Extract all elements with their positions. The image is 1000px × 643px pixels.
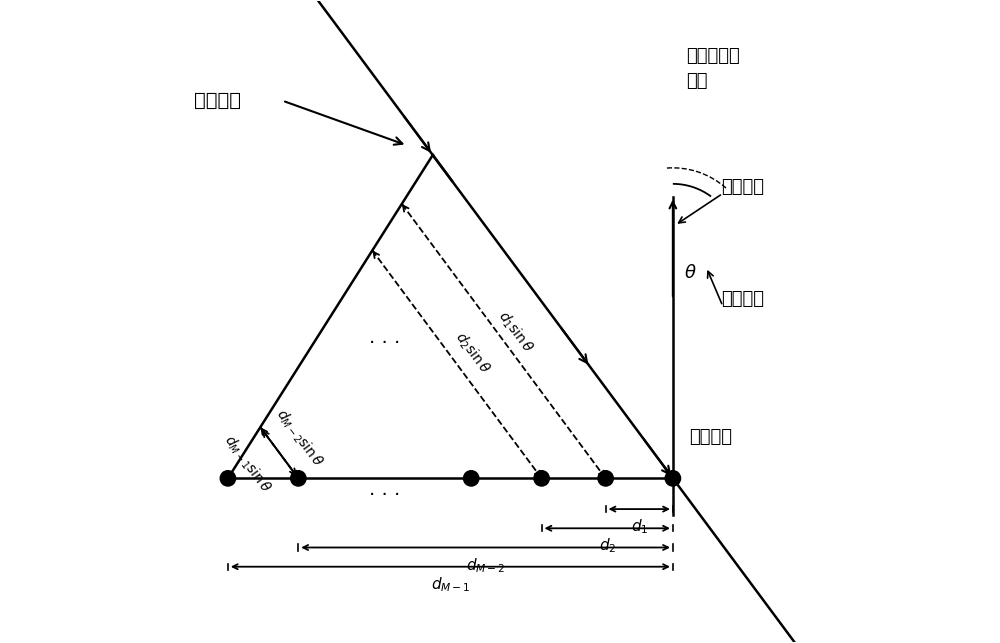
Text: . . .: . . . bbox=[369, 480, 400, 500]
Circle shape bbox=[534, 471, 549, 486]
Text: $d_{M-2}$: $d_{M-2}$ bbox=[466, 556, 505, 575]
Text: $d_1\sin\theta$: $d_1\sin\theta$ bbox=[494, 308, 537, 357]
Text: $d_{M-2}\sin\theta$: $d_{M-2}\sin\theta$ bbox=[272, 406, 326, 471]
Circle shape bbox=[665, 471, 681, 486]
Circle shape bbox=[598, 471, 613, 486]
Text: $d_{M-1}$: $d_{M-1}$ bbox=[431, 575, 470, 593]
Text: $d_2$: $d_2$ bbox=[599, 537, 616, 556]
Text: 入射角度: 入射角度 bbox=[721, 290, 764, 308]
Circle shape bbox=[291, 471, 306, 486]
Text: $d_1$: $d_1$ bbox=[631, 518, 648, 536]
Text: 阵列法线: 阵列法线 bbox=[721, 178, 764, 196]
Text: $d_2\sin\theta$: $d_2\sin\theta$ bbox=[451, 329, 494, 377]
Text: 号源: 号源 bbox=[686, 73, 707, 91]
Text: $d_{M-1}\sin\theta$: $d_{M-1}\sin\theta$ bbox=[220, 431, 275, 496]
Text: 窄带远场信: 窄带远场信 bbox=[686, 47, 739, 65]
Text: . . .: . . . bbox=[369, 328, 400, 347]
Text: 参考阵元: 参考阵元 bbox=[689, 428, 732, 446]
Text: 平面波前: 平面波前 bbox=[194, 91, 241, 110]
Circle shape bbox=[464, 471, 479, 486]
Text: $\theta$: $\theta$ bbox=[684, 264, 697, 282]
Circle shape bbox=[220, 471, 236, 486]
